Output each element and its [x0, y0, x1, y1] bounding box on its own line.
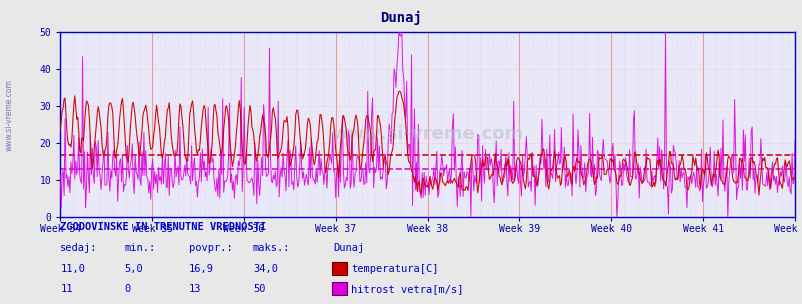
Text: 50: 50 — [253, 285, 265, 295]
Text: 11,0: 11,0 — [60, 264, 85, 274]
Text: www.si-vreme.com: www.si-vreme.com — [5, 80, 14, 151]
Text: povpr.:: povpr.: — [188, 243, 232, 253]
Text: sedaj:: sedaj: — [60, 243, 98, 253]
Text: 16,9: 16,9 — [188, 264, 213, 274]
Text: www.si-vreme.com: www.si-vreme.com — [331, 125, 523, 143]
Text: 11: 11 — [60, 285, 73, 295]
Text: 5,0: 5,0 — [124, 264, 143, 274]
Text: 0: 0 — [124, 285, 131, 295]
Text: hitrost vetra[m/s]: hitrost vetra[m/s] — [350, 285, 463, 295]
Text: ZGODOVINSKE IN TRENUTNE VREDNOSTI: ZGODOVINSKE IN TRENUTNE VREDNOSTI — [60, 222, 266, 232]
Text: temperatura[C]: temperatura[C] — [350, 264, 438, 274]
Text: min.:: min.: — [124, 243, 156, 253]
Text: 34,0: 34,0 — [253, 264, 277, 274]
Text: Dunaj: Dunaj — [380, 11, 422, 25]
Text: 13: 13 — [188, 285, 201, 295]
Text: maks.:: maks.: — [253, 243, 290, 253]
Text: Dunaj: Dunaj — [333, 243, 364, 253]
